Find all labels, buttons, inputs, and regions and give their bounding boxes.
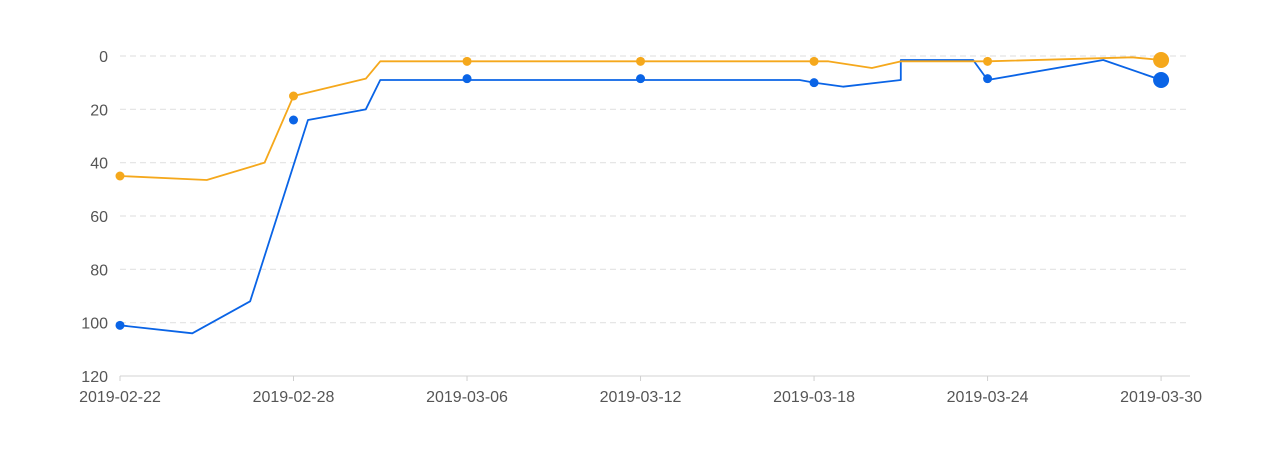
x-tick-label: 2019-03-06 <box>426 389 508 406</box>
series-1 <box>115 59 1170 335</box>
x-tick-label: 2019-02-28 <box>253 389 335 406</box>
series-end-point[interactable] <box>1153 72 1170 88</box>
series-point[interactable] <box>636 74 646 84</box>
y-tick-label: 60 <box>90 209 108 226</box>
x-tick-label: 2019-03-30 <box>1120 389 1202 406</box>
series-point[interactable] <box>809 56 819 66</box>
y-tick-label: 0 <box>99 49 108 66</box>
x-tick-label: 2019-02-22 <box>79 389 161 406</box>
series-layer <box>115 52 1170 335</box>
series-point[interactable] <box>289 91 299 101</box>
series-end-point[interactable] <box>1153 52 1170 68</box>
y-tick-label: 40 <box>90 156 108 173</box>
series-point[interactable] <box>462 56 472 66</box>
x-axis <box>119 375 1190 381</box>
series-point[interactable] <box>289 115 299 125</box>
series-line <box>119 59 1162 335</box>
y-tick-label: 20 <box>90 102 108 119</box>
y-tick-label: 100 <box>81 316 108 333</box>
y-tick-label: 80 <box>90 262 108 279</box>
series-point[interactable] <box>115 171 125 181</box>
x-tick-label: 2019-03-24 <box>947 389 1029 406</box>
y-axis-tick-labels: 0 20 40 60 80 100 120 <box>81 49 108 386</box>
x-tick-label: 2019-03-12 <box>600 389 682 406</box>
series-point[interactable] <box>809 78 819 88</box>
grid-lines <box>120 55 1190 324</box>
series-point[interactable] <box>462 74 472 84</box>
x-axis-tick-labels: 2019-02-22 2019-02-28 2019-03-06 2019-03-12… <box>79 389 1202 406</box>
series-2 <box>115 52 1170 181</box>
y-tick-label: 120 <box>81 369 108 386</box>
x-tick-label: 2019-03-18 <box>773 389 855 406</box>
series-point[interactable] <box>636 56 646 66</box>
series-point[interactable] <box>115 320 125 330</box>
series-point[interactable] <box>983 74 993 84</box>
series-point[interactable] <box>983 56 993 66</box>
